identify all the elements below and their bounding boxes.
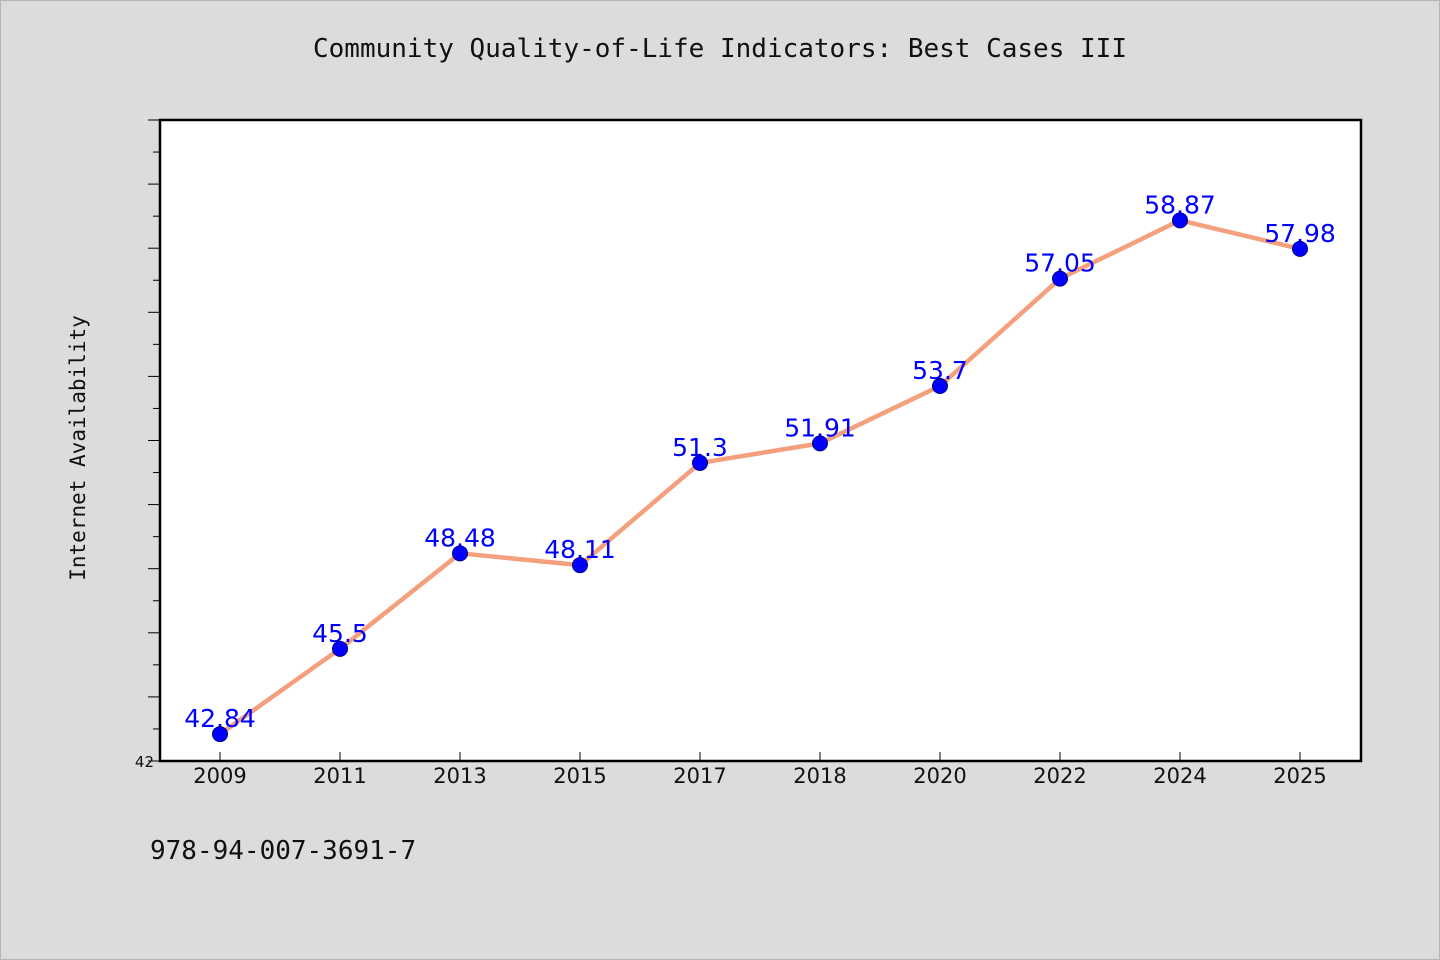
x-tick-label: 2018 xyxy=(793,764,846,788)
x-axis-ticks: 2009 2011 2013 2015 2017 2018 2020 2022 2024 2025 xyxy=(193,752,1327,788)
x-tick-label: 2011 xyxy=(313,764,366,788)
x-tick-label: 2022 xyxy=(1033,764,1086,788)
data-point xyxy=(1052,270,1068,287)
data-point xyxy=(1292,240,1308,257)
x-tick-label: 2025 xyxy=(1273,764,1326,788)
data-point xyxy=(452,545,468,562)
data-point xyxy=(572,557,588,574)
x-tick-label: 2024 xyxy=(1153,764,1206,788)
y-axis-ticks xyxy=(148,119,160,762)
plot-border xyxy=(158,118,1363,763)
x-tick-label: 2009 xyxy=(193,764,246,788)
series-line xyxy=(217,218,1303,737)
chart-title: Community Quality-of-Life Indicators: Be… xyxy=(313,34,1127,64)
plot-area xyxy=(160,120,1361,761)
data-point xyxy=(332,640,348,657)
x-tick-label: 2013 xyxy=(433,764,486,788)
y-tick-label: 42 xyxy=(135,753,154,771)
footer-code: 978-94-007-3691-7 xyxy=(150,836,417,866)
data-point xyxy=(1172,212,1188,229)
x-tick-label: 2020 xyxy=(913,764,966,788)
x-tick-label: 2017 xyxy=(673,764,726,788)
data-point xyxy=(212,726,228,743)
data-point xyxy=(812,435,828,452)
x-tick-label: 2015 xyxy=(553,764,606,788)
data-point xyxy=(932,378,948,395)
data-point xyxy=(692,454,708,471)
